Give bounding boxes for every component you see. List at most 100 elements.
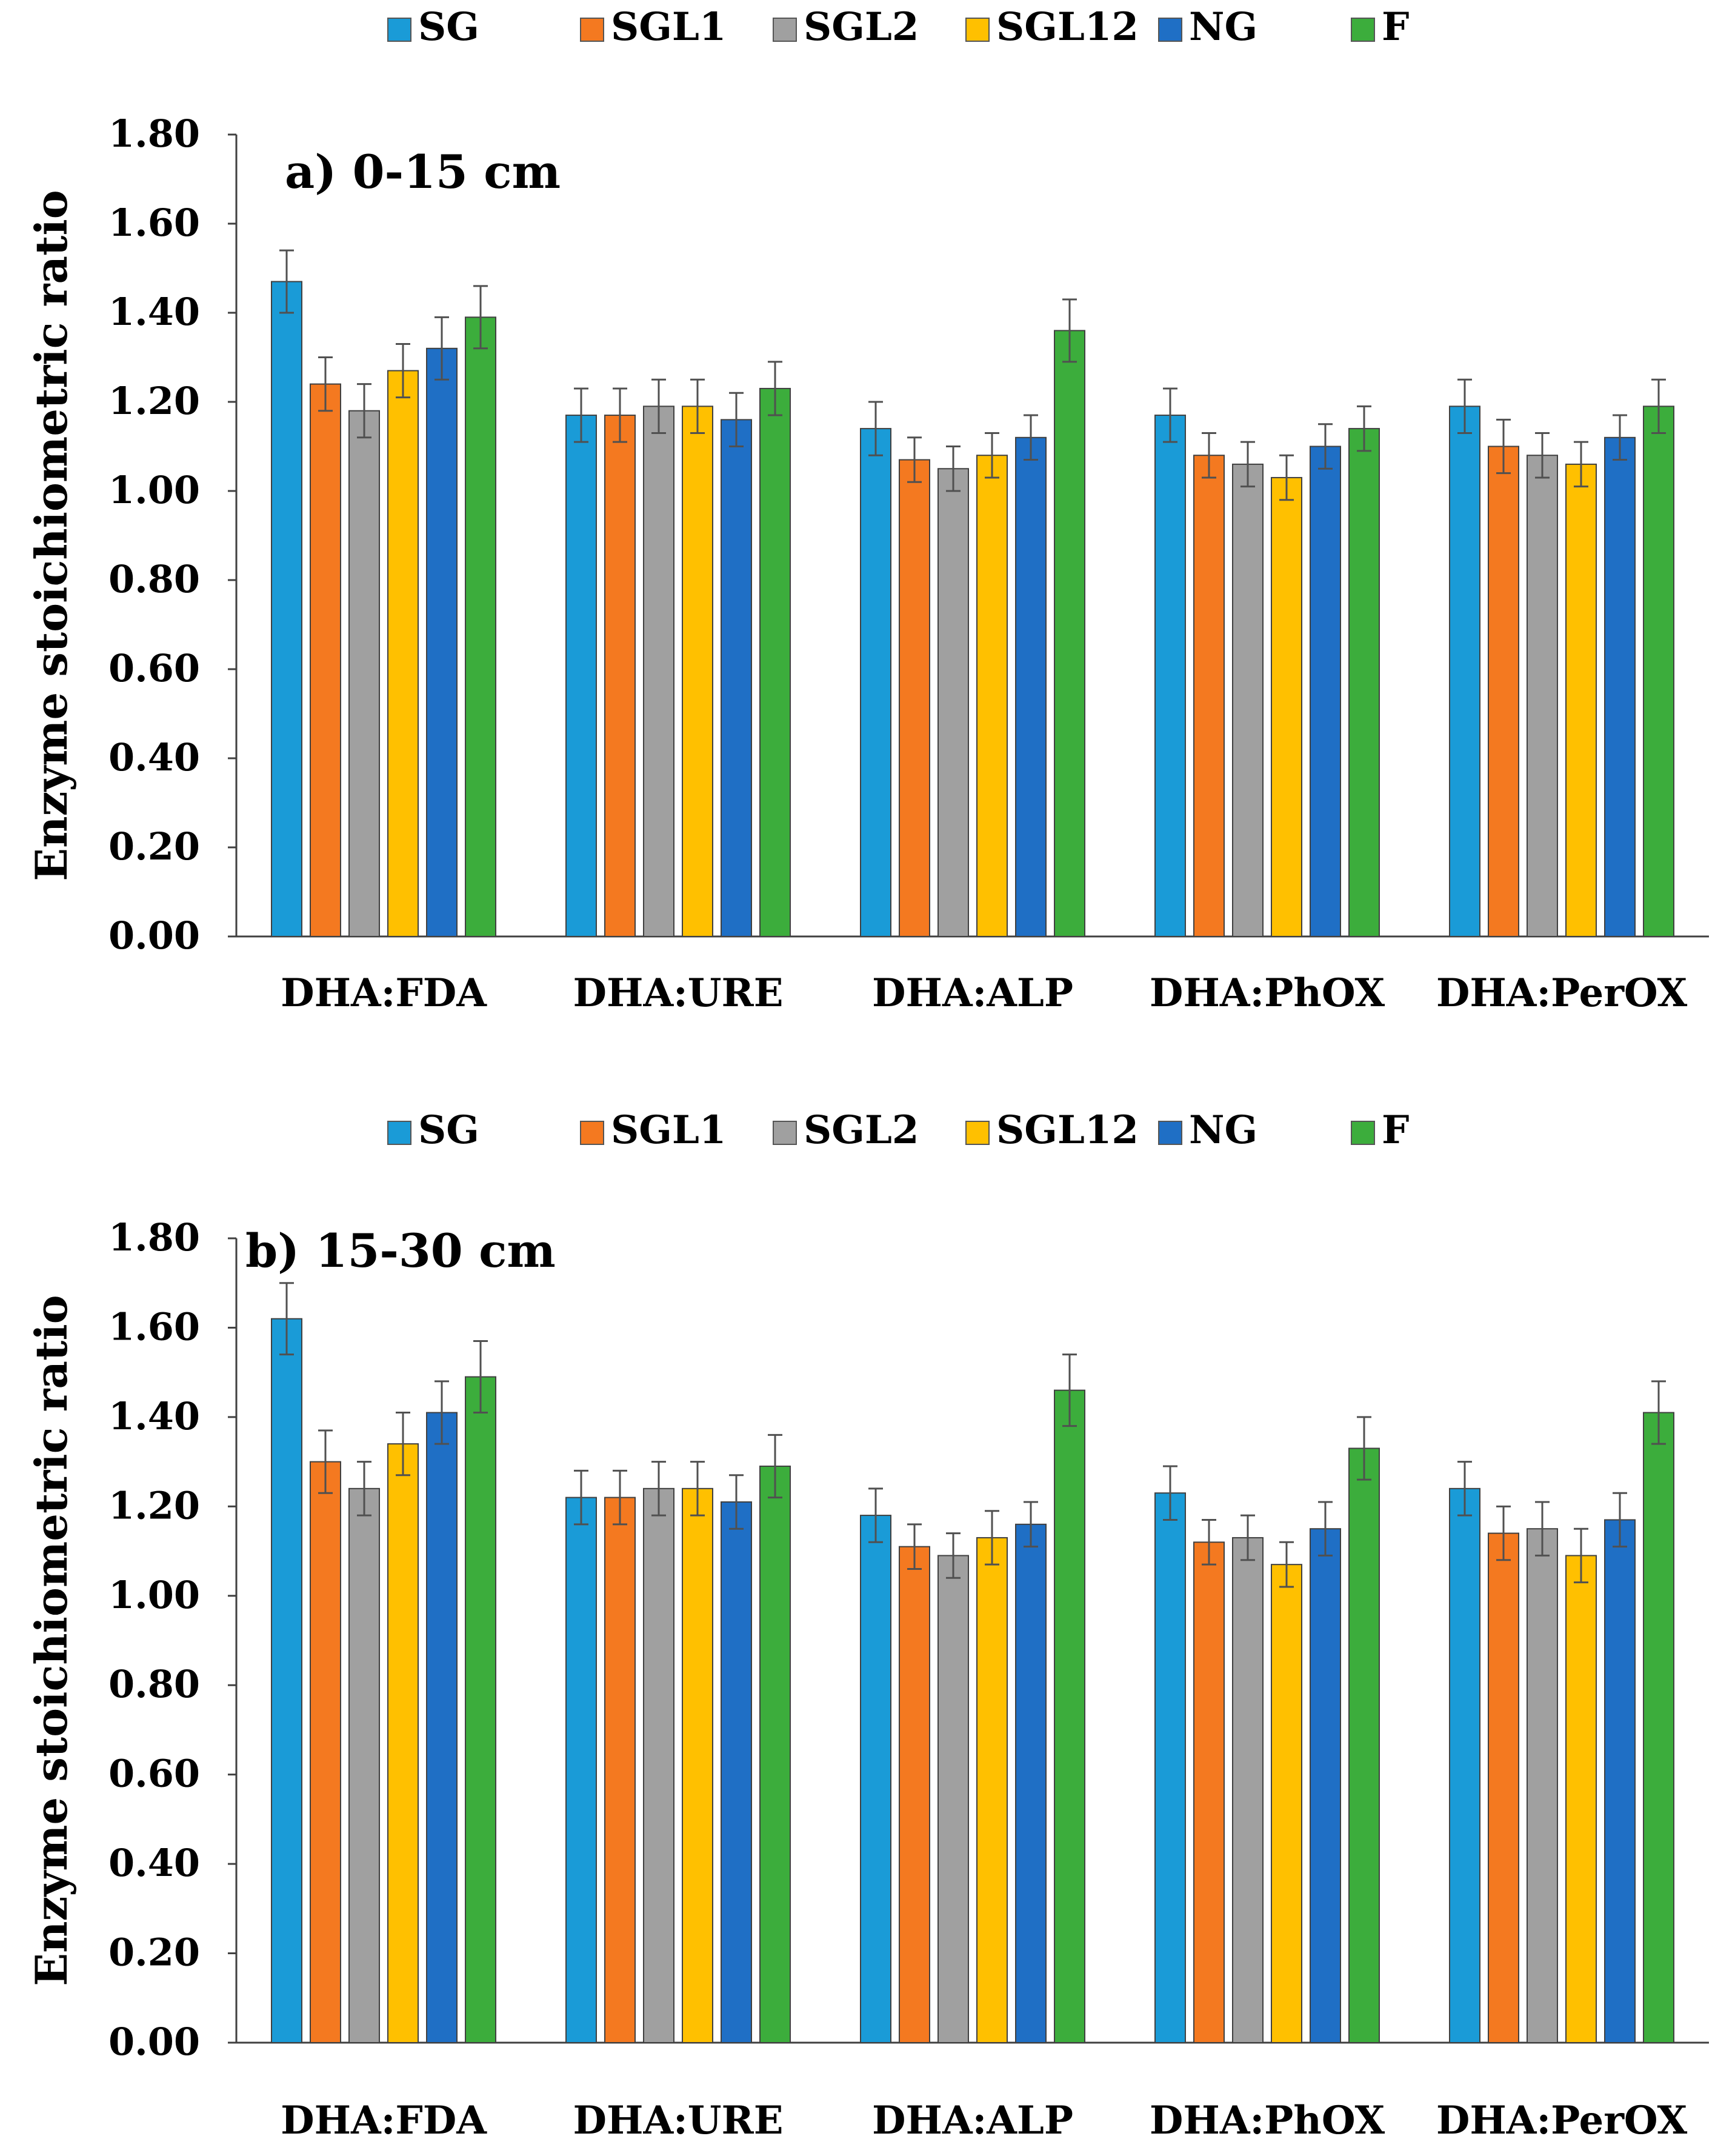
bar-sgl1-dha-perox (1488, 446, 1519, 937)
chart-panel-2: SG SGL1 SGL2 SGL12 NG F Enzyme stoichiometric … (25, 1107, 1709, 2143)
legend-label-sgl2: SGL2 (804, 4, 919, 50)
bar-sgl2-dha-alp (937, 1555, 969, 2043)
y-tick-label: 1.00 (108, 1573, 200, 1617)
bar-sgl2-dha-ure (643, 1487, 674, 2044)
y-axis-label: Enzyme stoichiometric ratio (25, 190, 77, 881)
legend-label-sg: SG (418, 1107, 479, 1153)
bar-f-dha-ure (759, 387, 791, 937)
legend-swatch-f (1351, 18, 1375, 42)
category-label-dha-phox: DHA:PhOX (1150, 970, 1385, 1016)
bar-sg-dha-fda (271, 1318, 302, 2043)
legend-swatch-sg (387, 1121, 411, 1145)
y-tick-label: 0.60 (108, 1752, 200, 1796)
bar-sgl1-dha-ure (604, 1497, 636, 2043)
legend-label-f: F (1382, 4, 1409, 50)
legend-label-sgl1: SGL1 (611, 4, 726, 50)
y-tick-label: 0.20 (108, 1931, 200, 1975)
bar-sgl12-dha-phox (1271, 476, 1302, 937)
bar-sgl2-dha-phox (1232, 463, 1264, 937)
y-tick-label: 0.60 (108, 646, 200, 690)
bar-sgl12-dha-perox (1565, 463, 1597, 937)
y-tick-label: 1.80 (108, 112, 200, 156)
bar-sg-dha-phox (1154, 1492, 1186, 2043)
bar-sgl12-dha-alp (976, 1537, 1008, 2044)
legend-swatch-sgl12 (965, 1121, 990, 1145)
bar-ng-dha-alp (1015, 1523, 1047, 2044)
y-tick-label: 0.40 (108, 1841, 200, 1885)
category-label-dha-alp: DHA:ALP (872, 2098, 1073, 2143)
bar-f-dha-alp (1054, 330, 1085, 937)
legend-swatch-sgl1 (580, 1121, 604, 1145)
y-tick-label: 1.00 (108, 468, 200, 512)
y-tick-label: 1.40 (108, 290, 200, 334)
legend-label-sgl1: SGL1 (611, 1107, 726, 1153)
bar-ng-dha-phox (1310, 1528, 1341, 2043)
bar-f-dha-ure (759, 1465, 791, 2044)
bar-ng-dha-phox (1310, 446, 1341, 937)
bar-sgl1-dha-perox (1488, 1532, 1519, 2043)
bar-sgl1-dha-alp (899, 1546, 930, 2043)
y-tick-label: 1.40 (108, 1394, 200, 1438)
bar-sg-dha-ure (565, 415, 597, 937)
legend-swatch-sg (387, 18, 411, 42)
bar-ng-dha-fda (426, 1412, 458, 2043)
bar-f-dha-phox (1348, 428, 1380, 937)
bar-sgl1-dha-fda (310, 383, 341, 937)
bar-sgl2-dha-perox (1527, 1528, 1558, 2043)
bar-sg-dha-perox (1449, 1487, 1480, 2044)
bar-sgl1-dha-phox (1193, 1541, 1225, 2043)
category-label-dha-perox: DHA:PerOX (1436, 970, 1688, 1016)
y-tick-label: 1.20 (108, 379, 200, 423)
y-axis-label: Enzyme stoichiometric ratio (25, 1295, 77, 1986)
category-label-dha-ure: DHA:URE (573, 2098, 783, 2143)
legend-label-ng: NG (1189, 1107, 1257, 1153)
legend-label-ng: NG (1189, 4, 1257, 50)
legend-label-sgl2: SGL2 (804, 1107, 919, 1153)
legend-swatch-sgl2 (773, 18, 797, 42)
legend-label-sgl12: SGL12 (996, 1107, 1139, 1153)
y-tick-label: 0.20 (108, 824, 200, 869)
bar-f-dha-fda (465, 316, 496, 937)
legend-swatch-sgl2 (773, 1121, 797, 1145)
category-label-dha-perox: DHA:PerOX (1436, 2098, 1688, 2143)
category-label-dha-fda: DHA:FDA (281, 970, 487, 1016)
bar-ng-dha-perox (1604, 1519, 1636, 2043)
panel-title: a) 0-15 cm (285, 145, 561, 199)
bar-sgl12-dha-fda (387, 370, 419, 937)
bar-sg-dha-alp (860, 1515, 891, 2044)
legend-swatch-f (1351, 1121, 1375, 1145)
bar-sgl12-dha-fda (387, 1443, 419, 2044)
bar-sgl12-dha-perox (1565, 1555, 1597, 2043)
legend-label-sgl12: SGL12 (996, 4, 1139, 50)
y-tick-label: 0.00 (108, 2020, 200, 2064)
bar-sgl2-dha-perox (1527, 455, 1558, 937)
legend-swatch-ng (1158, 1121, 1182, 1145)
bar-sgl1-dha-ure (604, 415, 636, 937)
y-tick-label: 1.20 (108, 1483, 200, 1527)
bar-sgl2-dha-fda (348, 1487, 380, 2044)
bar-sgl12-dha-alp (976, 455, 1008, 937)
bar-sgl2-dha-ure (643, 406, 674, 937)
category-label-dha-fda: DHA:FDA (281, 2098, 487, 2143)
bar-sg-dha-alp (860, 428, 891, 937)
category-label-dha-ure: DHA:URE (573, 970, 783, 1016)
bar-f-dha-perox (1643, 406, 1674, 937)
bar-f-dha-fda (465, 1376, 496, 2043)
bar-sg-dha-perox (1449, 406, 1480, 937)
y-tick-label: 0.40 (108, 735, 200, 779)
bar-f-dha-perox (1643, 1412, 1674, 2043)
y-tick-label: 0.80 (108, 1662, 200, 1706)
legend-swatch-ng (1158, 18, 1182, 42)
y-tick-label: 1.80 (108, 1215, 200, 1260)
chart-panel-1: SG SGL1 SGL2 SGL12 NG F Enzyme stoichiometric … (25, 4, 1709, 1016)
y-tick-label: 1.60 (108, 201, 200, 245)
category-label-dha-alp: DHA:ALP (872, 970, 1073, 1016)
bar-sgl2-dha-phox (1232, 1537, 1264, 2044)
bar-sg-dha-fda (271, 281, 302, 937)
bar-sgl2-dha-fda (348, 410, 380, 937)
legend-label-f: F (1382, 1107, 1409, 1153)
legend: SG SGL1 SGL2 SGL12 NG F (387, 1107, 1409, 1153)
bar-ng-dha-alp (1015, 436, 1047, 937)
bar-f-dha-phox (1348, 1447, 1380, 2043)
